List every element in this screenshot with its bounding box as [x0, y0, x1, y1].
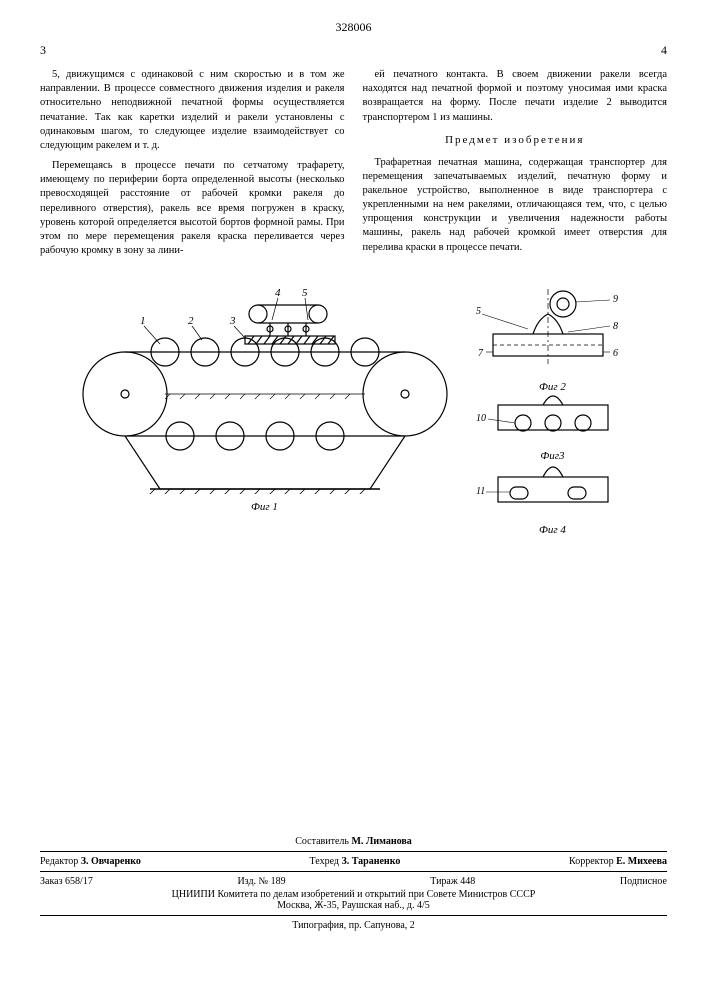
fig2-ref-6: 6	[613, 348, 618, 359]
credits-row: Редактор З. Овчаренко Техред З. Тараненк…	[40, 856, 667, 867]
figures-block: 1 2 3 4 5 Фиг 1	[40, 284, 667, 536]
corrector: Корректор Е. Михеева	[569, 856, 667, 867]
tech-editor: Техред З. Тараненко	[310, 856, 401, 867]
compiler-label: Составитель	[295, 836, 349, 847]
figure-row: 1 2 3 4 5 Фиг 1	[40, 284, 667, 536]
organization: ЦНИИПИ Комитета по делам изобретений и о…	[40, 889, 667, 900]
fig2-ref-9: 9	[613, 294, 618, 305]
fig1-label: Фиг 1	[70, 501, 460, 513]
fig3-svg: 10	[468, 393, 638, 443]
order-num: Заказ 658/17	[40, 876, 93, 887]
footer-block: Составитель М. Лиманова Редактор З. Овча…	[40, 836, 667, 931]
fig2-ref-8: 8	[613, 321, 618, 332]
document-number: 328006	[40, 20, 667, 35]
left-para-2: Перемещаясь в процессе печати по сетчато…	[40, 159, 345, 258]
divider-2	[40, 871, 667, 872]
typography: Типография, пр. Сапунова, 2	[40, 920, 667, 931]
blank-space	[40, 556, 667, 816]
figures-right-stack: 5 6 7 8 9 Фиг 2	[468, 284, 638, 536]
izd-num: Изд. № 189	[237, 876, 285, 887]
fig2-label: Фиг 2	[468, 381, 638, 393]
fig3-ref-10: 10	[476, 413, 486, 424]
left-column: 5, движущимся с одинаковой с ним скорост…	[40, 68, 345, 264]
fig2-ref-5: 5	[476, 306, 481, 317]
page-num-left: 3	[40, 43, 46, 58]
publication-info: Заказ 658/17 Изд. № 189 Тираж 448 Подпис…	[40, 876, 667, 887]
fig1-svg: 1 2 3 4 5	[70, 284, 460, 494]
compiler-line: Составитель М. Лиманова	[40, 836, 667, 847]
subject-heading: Предмет изобретения	[363, 133, 668, 148]
right-column: ей печатного контакта. В своем движении …	[363, 68, 668, 264]
fig1-ref-1: 1	[140, 315, 146, 327]
editor: Редактор З. Овчаренко	[40, 856, 141, 867]
divider-3	[40, 915, 667, 916]
fig4-svg: 11	[468, 462, 638, 517]
fig3-label: Фиг3	[468, 450, 638, 462]
page-num-right: 4	[661, 43, 667, 58]
org-address: Москва, Ж-35, Раушская наб., д. 4/5	[40, 900, 667, 911]
page-numbers: 3 4	[40, 43, 667, 58]
fig2-ref-7: 7	[478, 348, 484, 359]
podpisnoe: Подписное	[620, 876, 667, 887]
compiler-name: М. Лиманова	[351, 836, 411, 847]
right-para-2: Трафаретная печатная машина, содержащая …	[363, 156, 668, 255]
tirazh: Тираж 448	[430, 876, 475, 887]
patent-page: 328006 3 4 5, движущимся с одинаковой с …	[0, 0, 707, 951]
fig1-ref-3: 3	[229, 315, 236, 327]
figure-1: 1 2 3 4 5 Фиг 1	[70, 284, 460, 513]
fig4-label: Фиг 4	[468, 524, 638, 536]
fig1-ref-2: 2	[188, 315, 194, 327]
fig4-ref-11: 11	[476, 486, 485, 497]
fig1-ref-5: 5	[302, 287, 308, 299]
right-para-1: ей печатного контакта. В своем движении …	[363, 68, 668, 125]
left-para-1: 5, движущимся с одинаковой с ним скорост…	[40, 68, 345, 153]
divider-1	[40, 851, 667, 852]
fig2-svg: 5 6 7 8 9	[468, 284, 638, 374]
fig1-ref-4: 4	[275, 287, 281, 299]
text-columns: 5, движущимся с одинаковой с ним скорост…	[40, 68, 667, 264]
